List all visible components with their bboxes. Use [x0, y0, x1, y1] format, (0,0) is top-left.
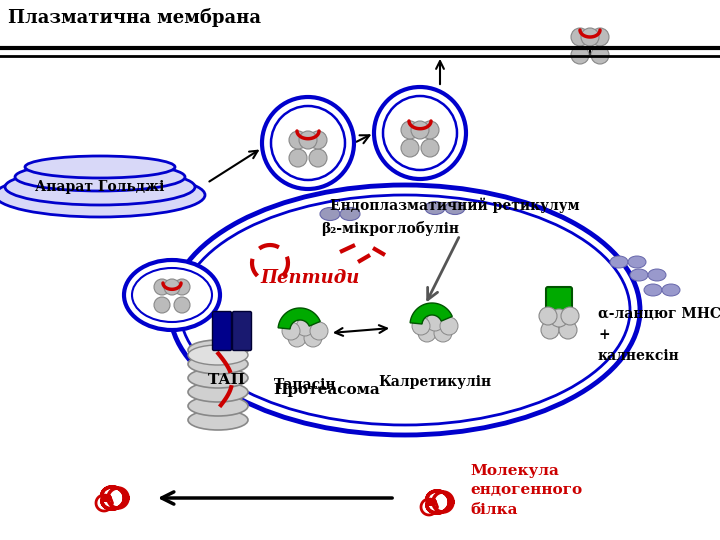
Circle shape: [299, 131, 317, 149]
Ellipse shape: [630, 269, 648, 281]
Text: Плазматична мембрана: Плазматична мембрана: [8, 8, 261, 27]
Circle shape: [411, 121, 429, 139]
Circle shape: [561, 307, 579, 325]
Circle shape: [309, 131, 327, 149]
Circle shape: [309, 149, 327, 167]
Circle shape: [374, 87, 466, 179]
Circle shape: [282, 322, 300, 340]
Circle shape: [421, 139, 439, 157]
Text: ТАП: ТАП: [208, 373, 246, 387]
Circle shape: [550, 309, 568, 327]
Circle shape: [571, 46, 589, 64]
Circle shape: [154, 297, 170, 313]
Ellipse shape: [15, 163, 185, 191]
Ellipse shape: [188, 368, 248, 388]
Text: Тапасін: Тапасін: [274, 378, 336, 392]
Circle shape: [418, 324, 436, 342]
Text: Пептиди: Пептиди: [261, 269, 360, 287]
Circle shape: [164, 279, 180, 295]
Circle shape: [581, 28, 599, 46]
Ellipse shape: [425, 201, 445, 214]
Circle shape: [434, 324, 452, 342]
Ellipse shape: [188, 345, 248, 365]
Ellipse shape: [662, 284, 680, 296]
Circle shape: [591, 28, 609, 46]
Ellipse shape: [188, 340, 248, 360]
Ellipse shape: [124, 260, 220, 330]
Circle shape: [289, 149, 307, 167]
Ellipse shape: [0, 173, 205, 217]
FancyBboxPatch shape: [212, 312, 232, 350]
Circle shape: [440, 317, 458, 335]
Text: Протеасома: Протеасома: [273, 383, 379, 397]
Text: α-ланцюг МНС
+
калнексін: α-ланцюг МНС + калнексін: [598, 307, 720, 362]
Circle shape: [289, 131, 307, 149]
Ellipse shape: [25, 156, 175, 178]
Ellipse shape: [188, 410, 248, 430]
Ellipse shape: [5, 169, 195, 205]
Circle shape: [421, 121, 439, 139]
Ellipse shape: [628, 256, 646, 268]
Ellipse shape: [610, 256, 628, 268]
Circle shape: [412, 317, 430, 335]
Circle shape: [426, 313, 444, 331]
Circle shape: [310, 322, 328, 340]
Ellipse shape: [644, 284, 662, 296]
FancyBboxPatch shape: [233, 312, 251, 350]
Circle shape: [174, 279, 190, 295]
Circle shape: [262, 97, 354, 189]
Circle shape: [304, 329, 322, 347]
Text: Ендоплазматичний ретикулум: Ендоплазматичний ретикулум: [330, 197, 580, 213]
Ellipse shape: [188, 396, 248, 416]
Circle shape: [401, 139, 419, 157]
Circle shape: [571, 28, 589, 46]
Circle shape: [539, 307, 557, 325]
Ellipse shape: [320, 207, 340, 220]
Circle shape: [541, 321, 559, 339]
Ellipse shape: [648, 269, 666, 281]
Polygon shape: [278, 308, 320, 329]
Polygon shape: [410, 303, 452, 324]
Ellipse shape: [445, 201, 465, 214]
Ellipse shape: [340, 207, 360, 220]
Text: β₂-мікроглобулін: β₂-мікроглобулін: [321, 220, 459, 235]
Circle shape: [296, 318, 314, 336]
FancyBboxPatch shape: [546, 287, 572, 319]
Circle shape: [154, 279, 170, 295]
Circle shape: [591, 46, 609, 64]
Circle shape: [559, 321, 577, 339]
Text: Молекула
ендогенного
білка: Молекула ендогенного білка: [470, 463, 582, 516]
Circle shape: [401, 121, 419, 139]
Ellipse shape: [188, 382, 248, 402]
Text: Калретикулін: Калретикулін: [379, 375, 492, 389]
Text: Апарат Гольджі: Апарат Гольджі: [35, 180, 165, 194]
Circle shape: [174, 297, 190, 313]
Circle shape: [288, 329, 306, 347]
Ellipse shape: [188, 354, 248, 374]
